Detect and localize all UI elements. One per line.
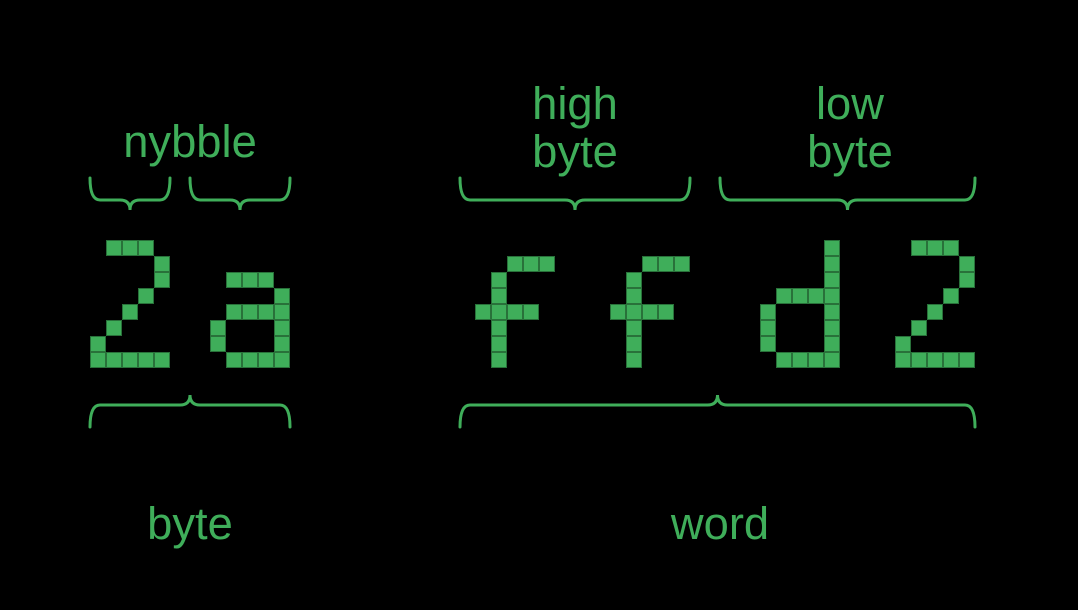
word-brace xyxy=(460,395,975,427)
hex-digit-f xyxy=(475,240,555,368)
nybble-brace-0 xyxy=(90,178,170,210)
low-byte-brace xyxy=(720,178,975,210)
hex-digit-f xyxy=(610,240,690,368)
hex-digit-2 xyxy=(895,240,975,368)
hex-digit-d xyxy=(760,240,840,368)
byte-brace xyxy=(90,395,290,427)
nybble-brace-1 xyxy=(190,178,290,210)
high-byte-brace xyxy=(460,178,690,210)
hex-digit-a xyxy=(210,240,290,368)
hex-digit-2 xyxy=(90,240,170,368)
